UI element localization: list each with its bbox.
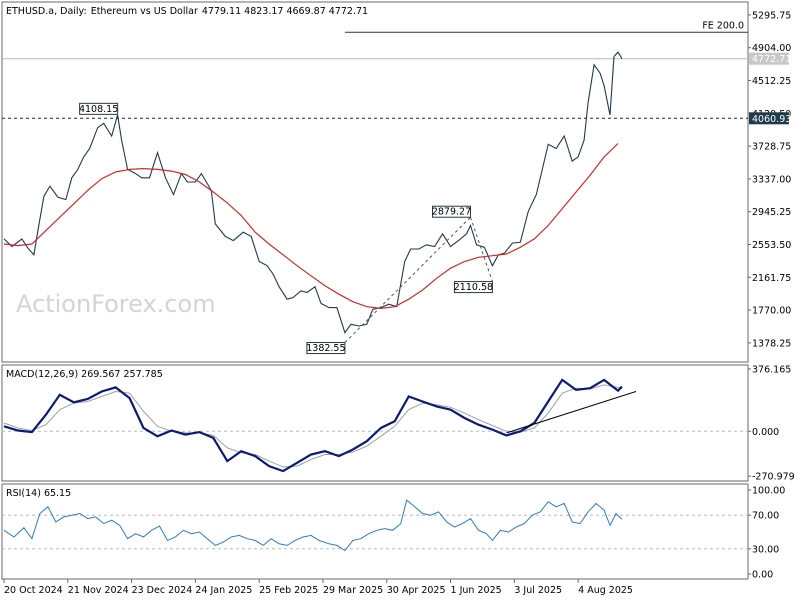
- rsi-panel[interactable]: RSI(14) 65.15 100.00 70.00 30.00 0.00: [1, 483, 785, 581]
- annotation-label: 4108.15: [79, 104, 118, 115]
- support-price-tag: 4060.93: [749, 112, 791, 125]
- date-axis: 20 Oct 2024 21 Nov 2024 23 Dec 2024 24 Jan …: [3, 579, 633, 596]
- price-panel[interactable]: ETHUSD.a, Daily: Ethereum vs US Dollar 477…: [1, 1, 791, 363]
- date-tick-label: 3 Jul 2025: [514, 585, 562, 596]
- rsi-tick-label: 30.00: [752, 544, 779, 555]
- rsi-title: RSI(14) 65.15: [6, 488, 71, 499]
- date-tick-label: 25 Feb 2025: [259, 585, 318, 596]
- annotation-label: 2110.58: [454, 282, 493, 293]
- date-tick-label: 21 Nov 2024: [68, 585, 129, 596]
- rsi-tick-label: 100.00: [752, 486, 785, 497]
- price-tick-label: 3728.75: [752, 142, 791, 153]
- macd-tick-label: -270.979: [752, 472, 795, 483]
- macd-panel[interactable]: MACD(12,26,9) 269.567 257.785 376.165 0.0…: [1, 364, 795, 483]
- price-tick-label: 1378.25: [752, 338, 791, 349]
- annotation-box: [79, 102, 119, 115]
- rsi-guide-lines: [2, 514, 748, 550]
- date-tick-label: 30 Apr 2025: [387, 585, 446, 596]
- rsi-tick-label: 0.00: [752, 570, 773, 581]
- fe-level-label: FE 200.0: [702, 20, 744, 31]
- annotation-label: 2879.27: [432, 207, 471, 218]
- price-tick-label: 2161.75: [752, 273, 791, 284]
- macd-tick-label: 376.165: [752, 364, 791, 375]
- macd-panel-frame: [1, 364, 749, 482]
- annotation-box: [453, 281, 493, 294]
- annotation-box: [306, 342, 346, 355]
- last-price-tag: 4772.71: [749, 52, 791, 65]
- last-price-label: 4772.71: [752, 54, 791, 65]
- price-tick-label: 1770.00: [752, 306, 791, 317]
- annotation-label: 1382.55: [306, 343, 345, 354]
- macd-title: MACD(12,26,9) 269.567 257.785: [6, 369, 163, 380]
- date-tick-label: 23 Dec 2024: [132, 585, 193, 596]
- price-tick-label: 2553.50: [752, 240, 791, 251]
- price-tick-label: 5295.75: [752, 10, 791, 21]
- price-tick-label: 3337.00: [752, 174, 791, 185]
- macd-trendline: [506, 391, 637, 434]
- price-series: [3, 51, 623, 334]
- rsi-axis: 100.00 70.00 30.00 0.00: [748, 486, 785, 581]
- date-tick-label: 1 Jun 2025: [451, 585, 502, 596]
- moving-average-line: [3, 143, 619, 310]
- rsi-tick-label: 70.00: [752, 511, 779, 522]
- annotation-box: [431, 205, 471, 218]
- date-tick-label: 4 Aug 2025: [578, 585, 633, 596]
- price-panel-frame: [1, 1, 749, 363]
- rsi-line: [3, 499, 623, 552]
- price-annotations: 4108.15 1382.55 2879.27 2110.58: [79, 102, 493, 355]
- support-price-label: 4060.93: [752, 114, 791, 125]
- macd-tick-label: 0.000: [752, 427, 779, 438]
- macd-line: [3, 378, 623, 473]
- date-tick-label: 29 Mar 2025: [323, 585, 383, 596]
- date-tick-label: 24 Jan 2025: [195, 585, 252, 596]
- symbol-description: Ethereum vs US Dollar: [91, 6, 198, 17]
- ohlc-values: 4779.11 4823.17 4669.87 4772.71: [202, 6, 368, 17]
- price-tick-label: 2945.25: [752, 207, 791, 218]
- price-tick-label: 4512.25: [752, 76, 791, 87]
- price-tick-label: 4904.00: [752, 43, 791, 54]
- chart-header: ETHUSD.a, Daily: Ethereum vs US Dollar 477…: [6, 6, 368, 17]
- symbol-label: ETHUSD.a, Daily:: [6, 6, 87, 17]
- watermark: ActionForex.com: [16, 290, 216, 318]
- date-tick-label: 20 Oct 2024: [4, 585, 63, 596]
- macd-signal-line: [3, 384, 623, 468]
- swing-connector: [470, 217, 493, 282]
- macd-axis: 376.165 0.000 -270.979: [748, 364, 795, 483]
